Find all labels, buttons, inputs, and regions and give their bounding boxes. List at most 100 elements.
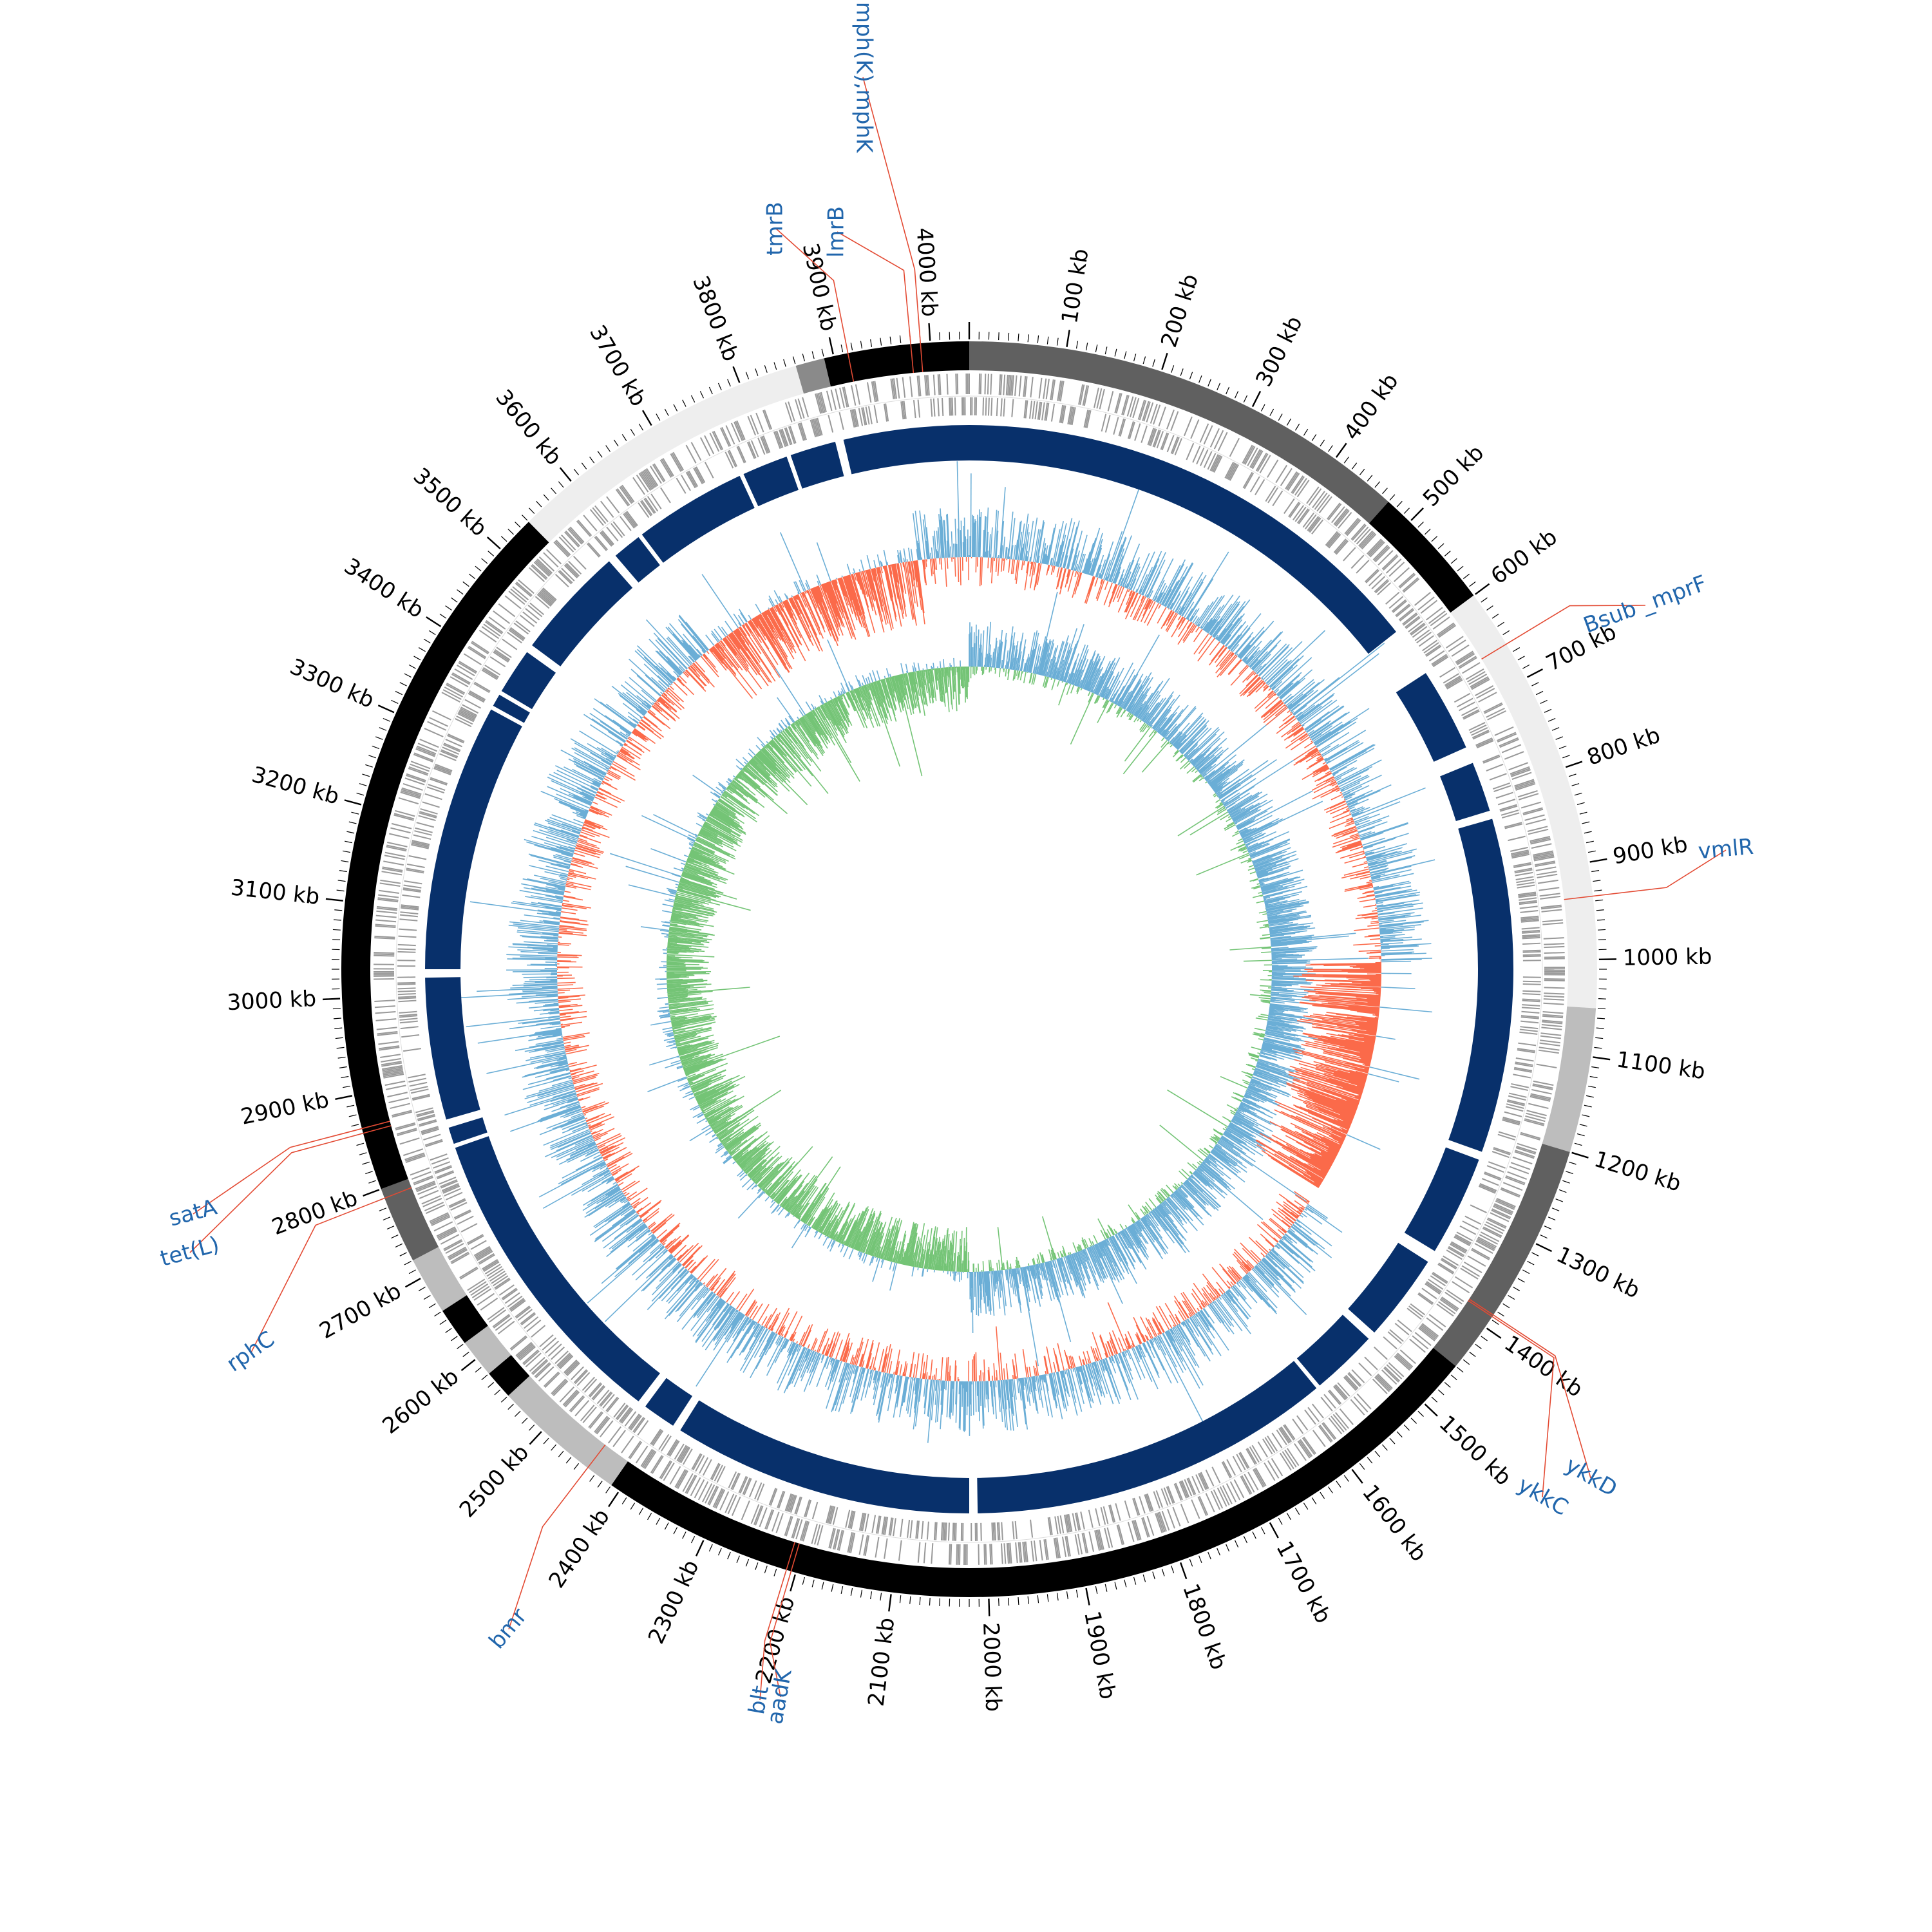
gc-skew-bar: [1249, 839, 1291, 857]
gc-skew-bar: [1252, 851, 1283, 864]
gc-skew-bar: [1254, 1027, 1266, 1032]
gc-skew-bar: [1228, 1120, 1231, 1122]
gc-content-bar: [1255, 1240, 1269, 1253]
gc-skew-bar: [917, 663, 920, 671]
gc-skew-bar: [989, 667, 990, 673]
gc-skew-bar: [916, 1264, 918, 1268]
gc-skew-bar: [1251, 1079, 1291, 1096]
gc-skew-bar: [998, 641, 1003, 668]
gc-skew-bar: [708, 1116, 721, 1124]
gc-skew-bar: [672, 1027, 681, 1030]
gc-skew-bar: [1235, 1097, 1242, 1102]
gc-skew-bar: [1166, 706, 1197, 741]
gc-skew-bar: [815, 1218, 824, 1231]
gc-skew-bar: [1094, 672, 1104, 694]
gc-skew-bar: [1108, 703, 1114, 713]
gc-skew-bar: [1137, 680, 1164, 719]
gc-skew-bar: [1005, 1269, 1008, 1281]
gc-content-bar: [1370, 920, 1379, 923]
gc-skew-bar: [1177, 720, 1206, 750]
gc-skew-bar: [1001, 632, 1007, 668]
gc-skew-bar: [1075, 684, 1077, 687]
gc-skew-bar: [1201, 763, 1217, 777]
gc-skew-bar: [669, 925, 702, 931]
gc-skew-bar: [735, 1151, 749, 1162]
gc-skew-bar: [872, 1258, 880, 1282]
gc-skew-bar: [1149, 695, 1173, 727]
gc-content-bar: [1116, 586, 1122, 599]
gc-skew-bar: [1132, 1223, 1139, 1233]
gc-skew-bar: [1170, 1194, 1174, 1198]
gc-skew-bar: [1237, 844, 1245, 849]
gc-skew-bar: [668, 1001, 677, 1003]
gc-skew-bar: [1271, 978, 1314, 981]
gc-skew-bar: [887, 1218, 901, 1261]
gc-skew-bar: [1258, 1016, 1269, 1019]
gc-skew-bar: [1212, 782, 1222, 790]
gc-skew-bar: [745, 1150, 772, 1174]
gc-skew-bar: [1061, 1257, 1074, 1295]
gc-skew-bar: [1229, 793, 1268, 817]
gc-skew-bar: [729, 1135, 754, 1155]
gc-skew-bar: [1211, 763, 1244, 788]
gc-skew-bar: [1147, 725, 1150, 728]
gc-skew-bar: [1208, 1153, 1245, 1183]
gc-skew-bar: [668, 1001, 708, 1009]
gc-content-bar: [1262, 1221, 1282, 1238]
gc-skew-bar: [1215, 781, 1231, 793]
gc-skew-bar: [770, 1201, 776, 1208]
gc-skew-bar: [1249, 838, 1290, 856]
gc-skew-bar: [984, 1271, 987, 1293]
gc-skew-bar: [1130, 1225, 1137, 1235]
gc-skew-bar: [1256, 858, 1299, 874]
gc-skew-bar: [1260, 994, 1271, 997]
gc-skew-bar: [1160, 729, 1166, 735]
gc-skew-bar: [670, 1046, 677, 1049]
gc-skew-bar: [1253, 1072, 1258, 1075]
gc-skew-bar: [851, 1209, 869, 1249]
gc-skew-bar: [1109, 1237, 1130, 1274]
gc-skew-bar: [914, 1245, 919, 1267]
gc-skew-bar: [1244, 1095, 1250, 1099]
gc-skew-bar: [863, 1217, 878, 1253]
gc-skew-bar: [1050, 662, 1056, 678]
gc-skew-bar: [1070, 693, 1094, 745]
gc-skew-bar: [840, 1225, 850, 1244]
gc-skew-bar: [926, 1254, 930, 1269]
gc-skew-bar: [886, 1247, 891, 1261]
gc-skew-bar: [671, 914, 689, 918]
gc-skew-bar: [1212, 785, 1218, 790]
gc-skew-bar: [1180, 1182, 1183, 1184]
gc-skew-bar: [1228, 1124, 1253, 1141]
gc-skew-bar: [775, 1177, 797, 1202]
gc-skew-bar: [987, 621, 992, 667]
gc-skew-bar: [981, 667, 983, 676]
gc-skew-bar: [667, 1034, 674, 1037]
gc-skew-bar: [1144, 1211, 1147, 1215]
gc-skew-bar: [665, 1003, 669, 1005]
gc-skew-bar: [670, 916, 697, 923]
gc-skew-bar: [681, 873, 705, 883]
gc-skew-bar: [1050, 1249, 1055, 1260]
gc-skew-bar: [692, 1085, 708, 1094]
gc-skew-bar: [1179, 748, 1184, 752]
gc-skew-bar: [675, 884, 679, 886]
gc-skew-bar: [1041, 1255, 1045, 1263]
gc-skew-bar: [822, 1220, 831, 1235]
gc-skew-bar: [1271, 956, 1303, 959]
gc-skew-bar: [676, 1037, 705, 1046]
gc-skew-bar: [697, 1113, 704, 1118]
gc-skew-bar: [1254, 862, 1271, 869]
gc-skew-bar: [670, 918, 714, 927]
gc-skew-bar: [1150, 1211, 1161, 1224]
gc-skew-bar: [737, 1191, 764, 1219]
gc-skew-bar: [1166, 1198, 1188, 1224]
gc-skew-bar: [755, 1179, 761, 1184]
gc-skew-bar: [1019, 639, 1027, 671]
gc-skew-bar: [710, 1106, 743, 1127]
gc-skew-bar: [776, 1179, 797, 1204]
gc-skew-bar: [1190, 1175, 1194, 1179]
gc-skew-bar: [676, 1042, 680, 1045]
gc-skew-bar: [1090, 688, 1093, 693]
gc-skew-bar: [1238, 1105, 1251, 1113]
